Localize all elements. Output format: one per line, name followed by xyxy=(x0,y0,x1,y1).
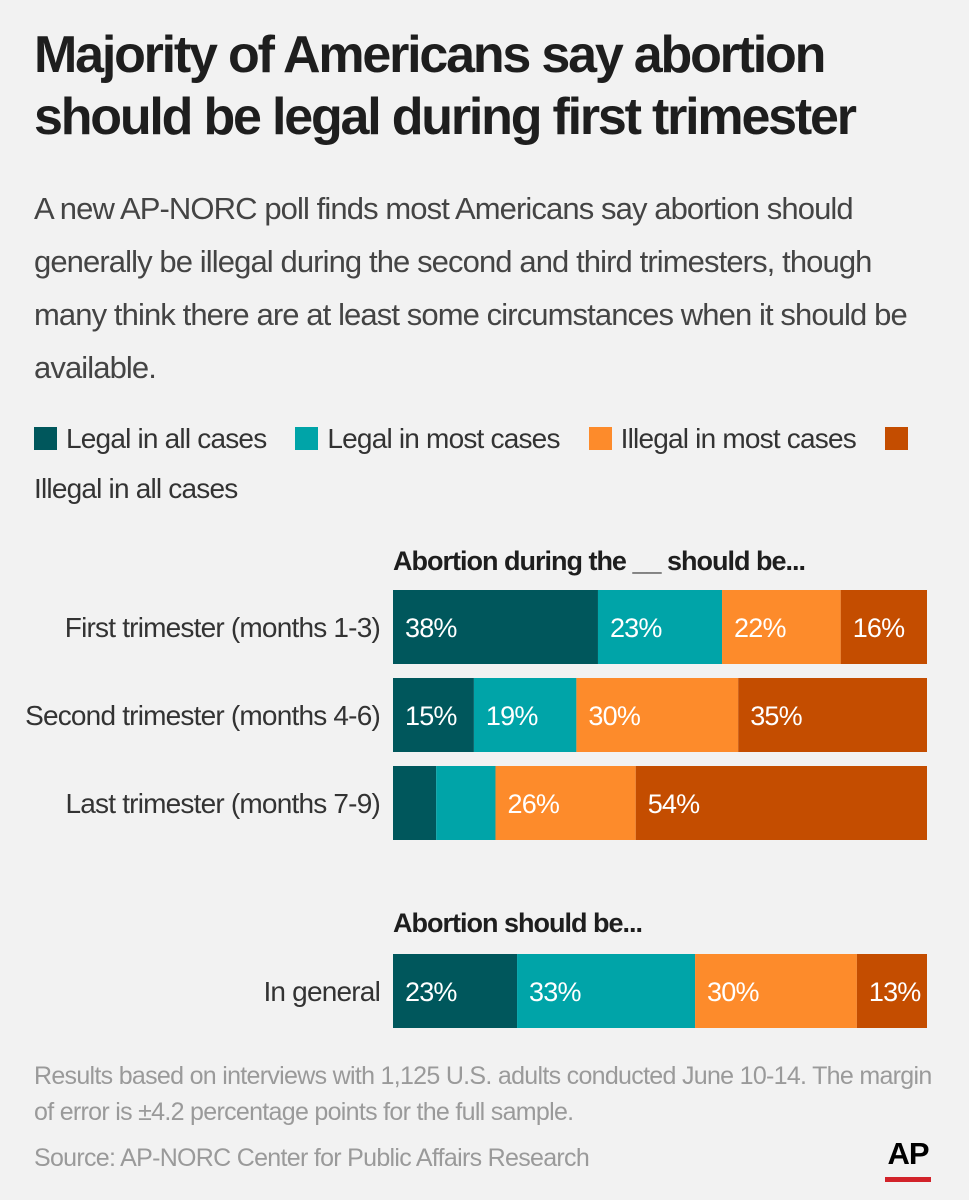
bar-illegal-in-all-cases-second-trimester-months-4-6 xyxy=(738,678,927,752)
legend-item-legal-all: Legal in all cases xyxy=(34,423,267,454)
methodology-note: Results based on interviews with 1,125 U… xyxy=(34,1062,932,1126)
data-label-illegal-in-most-cases-in-general: 30% xyxy=(707,977,759,1007)
category-label-in-general: In general xyxy=(263,976,380,1007)
legend-label: Illegal in all cases xyxy=(34,473,238,504)
data-label-illegal-in-all-cases-first-trimester-months-1-3: 16% xyxy=(853,613,905,643)
category-label-first-trimester-months-1-3: First trimester (months 1-3) xyxy=(65,612,380,643)
data-label-legal-in-all-cases-in-general: 23% xyxy=(405,977,457,1007)
general-chart-title: Abortion should be... xyxy=(393,908,643,938)
data-label-illegal-in-most-cases-second-trimester-months-4-6: 30% xyxy=(588,701,640,731)
data-label-legal-in-most-cases-first-trimester-months-1-3: 23% xyxy=(610,613,662,643)
ap-logo-underline xyxy=(885,1177,931,1182)
bar-illegal-in-most-cases-last-trimester-months-7-9 xyxy=(495,766,636,840)
bar-illegal-in-most-cases-in-general xyxy=(695,954,857,1028)
ap-logo: AP xyxy=(885,1133,931,1185)
data-label-legal-in-all-cases-first-trimester-months-1-3: 38% xyxy=(405,613,457,643)
bar-legal-in-most-cases-second-trimester-months-4-6 xyxy=(473,678,577,752)
bar-legal-in-all-cases-in-general xyxy=(393,954,518,1028)
bar-legal-in-most-cases-in-general xyxy=(517,954,696,1028)
data-label-legal-in-most-cases-second-trimester-months-4-6: 19% xyxy=(486,701,538,731)
general-stacked-bar-chart: In general 23% 33% 30% 13% xyxy=(263,954,927,1028)
legend-swatch-legal-most xyxy=(295,427,319,450)
legend-swatch-illegal-most xyxy=(588,427,612,450)
bar-legal-in-most-cases-first-trimester-months-1-3 xyxy=(597,590,723,664)
data-label-legal-in-all-cases-second-trimester-months-4-6: 15% xyxy=(405,701,457,731)
bar-illegal-in-most-cases-second-trimester-months-4-6 xyxy=(576,678,739,752)
category-label-last-trimester-months-7-9: Last trimester (months 7-9) xyxy=(66,788,381,819)
bar-illegal-in-all-cases-last-trimester-months-7-9 xyxy=(635,766,927,840)
chart-title: Majority of Americans say abortion shoul… xyxy=(34,26,857,146)
data-label-illegal-in-most-cases-last-trimester-months-7-9: 26% xyxy=(507,789,559,819)
bar-illegal-in-all-cases-in-general xyxy=(856,954,927,1028)
legend-label: Illegal in most cases xyxy=(620,423,857,454)
data-label-legal-in-most-cases-in-general: 33% xyxy=(529,977,581,1007)
legend-swatch-legal-all xyxy=(34,427,57,450)
source-credit: Source: AP-NORC Center for Public Affair… xyxy=(34,1144,590,1172)
legend-item-illegal-all: Illegal in all cases xyxy=(34,423,917,504)
ap-logo-text: AP xyxy=(887,1136,929,1171)
legend-item-legal-most: Legal in most cases xyxy=(295,423,560,454)
category-label-second-trimester-months-4-6: Second trimester (months 4-6) xyxy=(25,700,380,731)
chart-subtitle: A new AP-NORC poll finds most Americans … xyxy=(34,191,908,385)
legend: Legal in all cases Legal in most cases I… xyxy=(34,414,939,514)
data-label-illegal-in-all-cases-last-trimester-months-7-9: 54% xyxy=(648,789,700,819)
data-label-illegal-in-all-cases-second-trimester-months-4-6: 35% xyxy=(750,701,802,731)
bar-illegal-in-all-cases-first-trimester-months-1-3 xyxy=(840,590,927,664)
legend-label: Legal in all cases xyxy=(66,423,267,454)
data-label-illegal-in-all-cases-in-general: 13% xyxy=(869,977,921,1007)
bar-illegal-in-most-cases-first-trimester-months-1-3 xyxy=(722,590,841,664)
trimester-stacked-bar-chart: First trimester (months 1-3) 38% 23% 22% 16%… xyxy=(25,590,927,840)
bar-legal-in-all-cases-first-trimester-months-1-3 xyxy=(393,590,598,664)
legend-item-illegal-most: Illegal in most cases xyxy=(588,423,857,454)
legend-label: Legal in most cases xyxy=(327,423,560,454)
trimester-chart-title: Abortion during the __ should be... xyxy=(393,546,806,576)
bar-legal-in-all-cases-second-trimester-months-4-6 xyxy=(393,678,474,752)
legend-swatch-illegal-all xyxy=(884,427,908,450)
bar-legal-in-most-cases-last-trimester-months-7-9 xyxy=(436,766,496,840)
bar-legal-in-all-cases-last-trimester-months-7-9 xyxy=(393,766,437,840)
data-label-illegal-in-most-cases-first-trimester-months-1-3: 22% xyxy=(734,613,786,643)
